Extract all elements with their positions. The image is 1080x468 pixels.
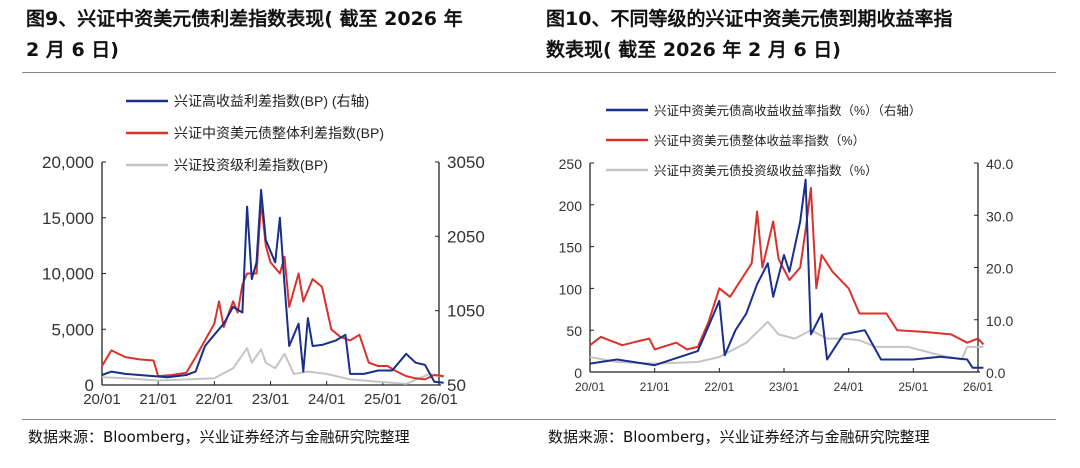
- right-axis-tick-label: 50: [447, 376, 466, 395]
- legend-label: 兴证中资美元债整体利差指数(BP): [174, 125, 384, 141]
- x-axis-tick-label: 25/01: [898, 380, 928, 394]
- left-axis-tick-label: 0: [85, 376, 94, 395]
- x-axis-tick-label: 22/01: [704, 380, 734, 394]
- right-axis-tick-label: 0.0: [986, 365, 1006, 381]
- figure-10-source: 数据来源：Bloomberg，兴业证券经济与金融研究院整理: [548, 428, 930, 446]
- left-axis-tick-label: 150: [559, 240, 583, 256]
- right-axis-tick-label: 1050: [447, 302, 485, 321]
- legend-label: 兴证中资美元债高收益收益率指数（%）（右轴）: [654, 103, 921, 118]
- x-axis-tick-label: 25/01: [364, 391, 402, 408]
- x-axis-tick-label: 26/01: [963, 380, 993, 394]
- left-axis-tick-label: 100: [559, 281, 583, 297]
- figure-10-title: 图10、不同等级的兴证中资美元债到期收益率指 数表现( 截至 2026 年 2 月…: [546, 8, 953, 61]
- left-axis-tick-label: 15,000: [42, 209, 94, 228]
- x-axis-tick-label: 24/01: [308, 391, 346, 408]
- series-line-0: [101, 188, 444, 384]
- left-axis-tick-label: 0: [574, 365, 582, 381]
- x-axis-tick-label: 23/01: [769, 380, 799, 394]
- series-line-0: [589, 178, 984, 369]
- right-axis-tick-label: 2050: [447, 227, 485, 246]
- source-divider: [22, 419, 1056, 420]
- x-axis-tick-label: 22/01: [196, 391, 234, 408]
- series-line-2: [101, 347, 444, 385]
- left-axis-tick-label: 20,000: [42, 153, 94, 172]
- legend-label: 兴证中资美元债投资级收益率指数（%）: [654, 163, 878, 178]
- legend-label: 兴证中资美元债整体收益率指数（%）: [654, 133, 865, 148]
- x-axis-tick-label: 24/01: [834, 380, 864, 394]
- legend-label: 兴证高收益利差指数(BP) (右轴): [174, 93, 369, 109]
- left-axis-tick-label: 5,000: [51, 320, 94, 339]
- legend-label: 兴证投资级利差指数(BP): [174, 157, 328, 173]
- x-axis-tick-label: 20/01: [575, 380, 605, 394]
- right-axis-tick-label: 30.0: [986, 208, 1013, 224]
- x-axis-tick-label: 23/01: [252, 391, 290, 408]
- right-axis-tick-label: 40.0: [986, 156, 1013, 172]
- left-axis-tick-label: 250: [559, 156, 583, 172]
- x-axis-tick-label: 21/01: [139, 391, 177, 408]
- series-line-1: [101, 200, 444, 381]
- series-line-2: [589, 320, 984, 365]
- right-axis-tick-label: 10.0: [986, 313, 1013, 329]
- x-axis-tick-label: 21/01: [640, 380, 670, 394]
- left-axis-tick-label: 10,000: [42, 265, 94, 284]
- right-axis-tick-label: 20.0: [986, 261, 1013, 277]
- right-axis-tick-label: 3050: [447, 153, 485, 172]
- x-axis-tick-label: 26/01: [420, 391, 458, 408]
- left-axis-tick-label: 200: [559, 198, 583, 214]
- left-axis-tick-label: 50: [566, 323, 582, 339]
- x-axis-tick-label: 20/01: [83, 391, 121, 408]
- series-line-1: [589, 187, 985, 351]
- title-divider: [22, 72, 1056, 73]
- figure-9-source: 数据来源：Bloomberg，兴业证券经济与金融研究院整理: [28, 428, 410, 446]
